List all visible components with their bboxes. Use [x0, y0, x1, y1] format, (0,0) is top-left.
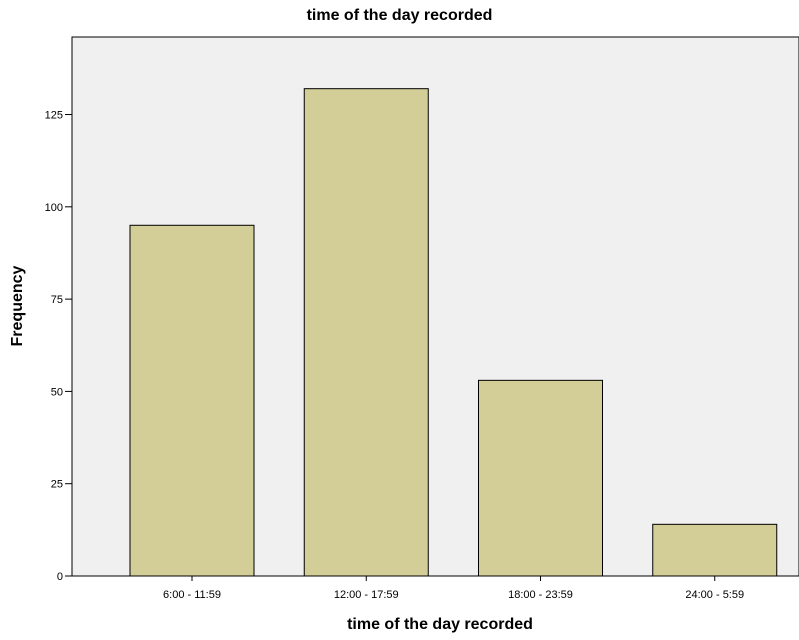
x-tick-label: 18:00 - 23:59: [508, 589, 573, 601]
x-axis: 6:00 - 11:59 12:00 - 17:59 18:00 - 23:59 24…: [163, 576, 744, 601]
x-tick-label: 24:00 - 5:59: [685, 589, 744, 601]
bar-3: [478, 379, 603, 577]
chart-title: time of the day recorded: [306, 7, 493, 24]
y-tick-label: 125: [45, 110, 63, 122]
y-axis: 0 25 50 75 100 125: [45, 110, 72, 583]
bar-1: [129, 224, 255, 577]
x-axis-title: time of the day recorded: [347, 616, 533, 633]
y-tick-label: 0: [57, 571, 63, 583]
y-axis-title: Frequency: [9, 265, 26, 347]
y-tick-label: 50: [51, 386, 63, 398]
y-tick-label: 75: [51, 294, 63, 306]
bar-2: [303, 88, 429, 577]
y-tick-label: 25: [51, 479, 63, 491]
x-tick-label: 6:00 - 11:59: [163, 589, 221, 601]
bar-4: [652, 523, 778, 577]
y-tick-label: 100: [45, 202, 63, 214]
x-tick-label: 12:00 - 17:59: [334, 589, 399, 601]
